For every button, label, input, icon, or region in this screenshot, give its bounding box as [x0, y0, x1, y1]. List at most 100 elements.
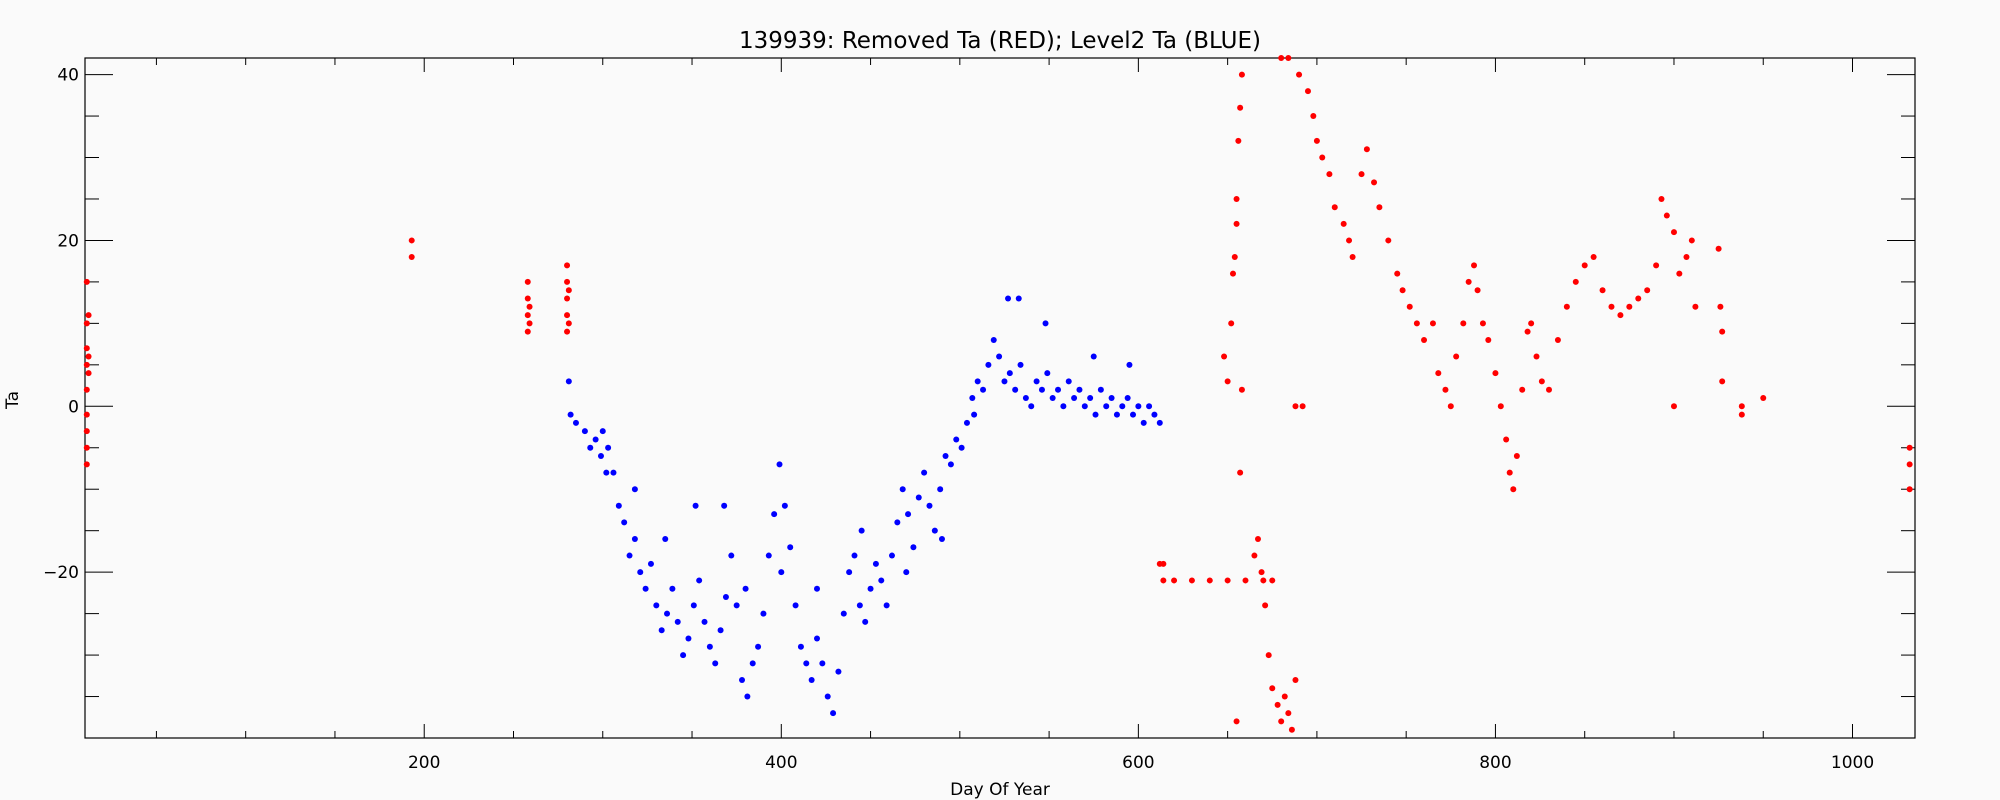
- level2-ta-point: [985, 361, 992, 368]
- level2-ta-point: [797, 643, 804, 650]
- level2-ta-point: [760, 610, 767, 617]
- removed-ta-point: [1608, 303, 1615, 310]
- removed-ta-point: [1510, 486, 1517, 493]
- level2-ta-point: [653, 602, 660, 609]
- removed-ta-point: [83, 461, 90, 468]
- removed-ta-point: [1719, 328, 1726, 335]
- removed-ta-point: [1231, 254, 1238, 261]
- level2-ta-point: [674, 618, 681, 625]
- level2-ta-point: [1005, 295, 1012, 302]
- y-tick-label: −20: [43, 563, 79, 583]
- level2-ta-point: [899, 486, 906, 493]
- removed-ta-point: [526, 320, 533, 327]
- removed-ta-point: [1160, 577, 1167, 584]
- removed-ta-point: [85, 353, 92, 360]
- removed-ta-point: [524, 278, 531, 285]
- removed-ta-point: [83, 411, 90, 418]
- removed-ta-point: [83, 444, 90, 451]
- removed-ta-point: [1554, 336, 1561, 343]
- level2-ta-point: [953, 436, 960, 443]
- removed-ta-point: [1399, 287, 1406, 294]
- removed-ta-point: [83, 345, 90, 352]
- removed-ta-point: [1262, 602, 1269, 609]
- level2-ta-point: [712, 660, 719, 667]
- removed-ta-point: [1254, 535, 1261, 542]
- removed-ta-point: [1497, 403, 1504, 410]
- removed-ta-point: [524, 328, 531, 335]
- level2-ta-point: [1124, 395, 1131, 401]
- removed-ta-point: [524, 295, 531, 302]
- removed-ta-point: [1233, 220, 1240, 227]
- level2-ta-point: [803, 660, 810, 667]
- removed-ta-point: [1285, 710, 1292, 717]
- removed-ta-point: [1376, 204, 1383, 211]
- level2-ta-point: [814, 635, 820, 642]
- level2-ta-point: [858, 527, 865, 534]
- level2-ta-point: [974, 378, 981, 385]
- removed-ta-point: [1692, 303, 1699, 310]
- removed-ta-point: [1421, 336, 1428, 343]
- level2-ta-point: [938, 535, 945, 542]
- y-axis-label: Ta: [3, 391, 23, 410]
- level2-ta-point: [637, 569, 644, 576]
- removed-ta-point: [564, 262, 571, 269]
- removed-ta-point: [1413, 320, 1420, 327]
- level2-ta-point: [1017, 361, 1024, 368]
- level2-ta-point: [776, 461, 783, 468]
- removed-ta-point: [1435, 370, 1442, 377]
- removed-ta-point: [1278, 55, 1285, 61]
- removed-ta-point: [1331, 204, 1338, 211]
- level2-ta-point: [835, 668, 842, 675]
- removed-ta-point: [1394, 270, 1401, 277]
- removed-ta-point: [1906, 461, 1913, 468]
- plot-frame: [84, 57, 1916, 739]
- removed-ta-point: [1224, 378, 1231, 385]
- removed-ta-point: [1717, 303, 1724, 310]
- removed-ta-point: [1533, 353, 1540, 360]
- level2-ta-point: [1033, 378, 1040, 385]
- removed-ta-point: [1160, 560, 1167, 567]
- level2-ta-point: [840, 610, 847, 617]
- level2-ta-point: [878, 577, 885, 584]
- level2-ta-point: [658, 627, 665, 634]
- level2-ta-point: [787, 544, 794, 551]
- level2-ta-point: [1044, 370, 1051, 377]
- removed-ta-point: [1519, 386, 1526, 393]
- level2-ta-point: [1108, 395, 1115, 401]
- level2-ta-point: [721, 502, 728, 509]
- removed-ta-point: [1572, 278, 1579, 285]
- removed-ta-point: [1406, 303, 1413, 310]
- level2-ta-point: [808, 676, 815, 683]
- removed-ta-point: [1644, 287, 1651, 294]
- removed-ta-point: [526, 303, 533, 310]
- level2-ta-point: [1126, 361, 1133, 368]
- x-tick-label: 400: [765, 753, 797, 773]
- level2-ta-point: [1006, 370, 1013, 377]
- removed-ta-point: [1269, 577, 1276, 584]
- removed-ta-point: [1385, 237, 1392, 244]
- removed-ta-point: [1738, 411, 1745, 418]
- removed-ta-point: [1251, 552, 1258, 559]
- level2-ta-point: [572, 419, 579, 426]
- level2-ta-point: [846, 569, 853, 576]
- x-axis-label: Day Of Year: [950, 780, 1050, 800]
- removed-ta-point: [564, 278, 571, 285]
- level2-ta-point: [642, 585, 649, 592]
- level2-ta-point: [1119, 403, 1126, 410]
- level2-ta-point: [980, 386, 987, 393]
- removed-ta-point: [1538, 378, 1545, 385]
- removed-ta-point: [1228, 320, 1235, 327]
- x-tick-label: 800: [1479, 753, 1511, 773]
- removed-ta-point: [1626, 303, 1633, 310]
- removed-ta-point: [1258, 569, 1265, 576]
- removed-ta-point: [1447, 403, 1454, 410]
- level2-ta-point: [685, 635, 692, 642]
- removed-ta-point: [83, 361, 90, 368]
- level2-ta-point: [669, 585, 676, 592]
- removed-ta-point: [1906, 486, 1913, 493]
- level2-ta-point: [610, 469, 617, 476]
- level2-ta-point: [872, 560, 879, 567]
- level2-ta-point: [626, 552, 633, 559]
- axis-ticks: [85, 58, 1915, 739]
